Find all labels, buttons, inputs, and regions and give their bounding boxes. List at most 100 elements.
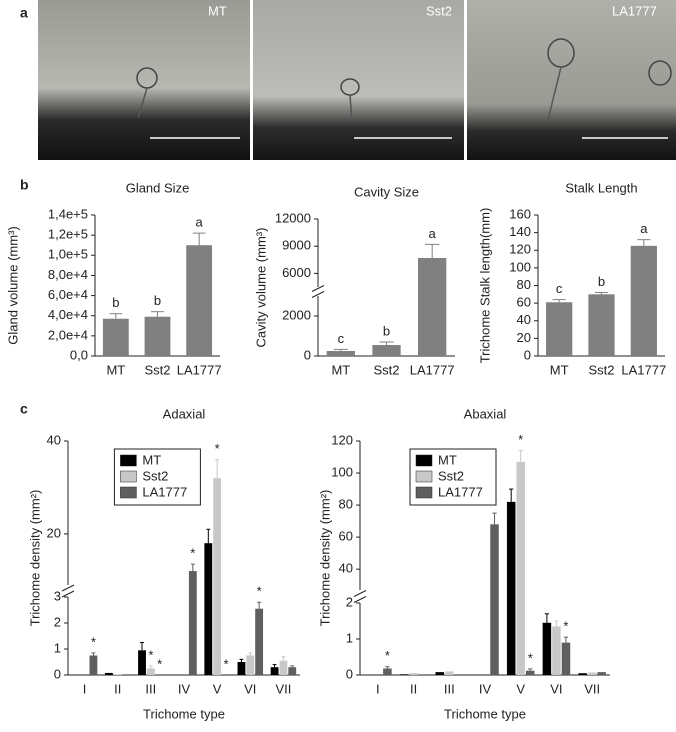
y-tick-label: 40 (47, 432, 61, 447)
y-tick-label: 12000 (275, 210, 311, 225)
y-tick-label: 40 (517, 312, 531, 327)
axis-break (311, 285, 325, 292)
axis-break (353, 590, 367, 597)
bar (561, 642, 571, 675)
y-tick-label: 2 (54, 614, 61, 629)
photo-label: MT (208, 3, 227, 18)
x-tick-label: MT (550, 362, 569, 377)
y-tick-label: 6,0e+4 (48, 287, 88, 302)
y-axis-label: Cavity volume (mm³) (253, 228, 268, 348)
y-tick-label: 60 (339, 529, 353, 544)
y-axis-label: Trichome density (mm²) (317, 490, 332, 627)
y-tick-label: 0 (304, 347, 311, 362)
y-tick-label: 100 (331, 464, 353, 479)
y-tick-label: 8,0e+4 (48, 267, 88, 282)
bar (435, 672, 445, 675)
bar-annotation: c (338, 331, 345, 346)
y-tick-label: 100 (509, 259, 531, 274)
bar (255, 608, 264, 675)
bar (588, 294, 615, 356)
bar (279, 660, 288, 675)
x-tick-label: IV (479, 681, 492, 696)
x-tick-label: III (444, 681, 455, 696)
bar (506, 501, 516, 675)
legend-label: MT (438, 452, 457, 467)
bar-annotation: * (563, 619, 568, 634)
bar (525, 670, 535, 675)
x-tick-label: MT (106, 362, 125, 377)
x-tick-label: LA1777 (621, 362, 666, 377)
bar (552, 626, 561, 675)
bar (146, 668, 155, 675)
chart-title: Cavity Size (354, 184, 419, 199)
legend-label: LA1777 (438, 484, 483, 499)
y-tick-label: 0 (524, 347, 531, 362)
bar (213, 478, 222, 675)
bar (372, 345, 401, 356)
axis-break (353, 596, 367, 603)
axis-break (61, 584, 75, 592)
axis-break (61, 590, 75, 598)
legend-swatch (120, 470, 137, 483)
chart-title: Abaxial (464, 406, 507, 421)
chart-title: Adaxial (163, 406, 206, 421)
panel-label: c (20, 401, 28, 417)
bar-annotation: a (196, 215, 204, 230)
x-tick-label: III (145, 681, 156, 696)
y-tick-label: 6000 (282, 265, 311, 280)
x-tick-label: V (213, 681, 222, 696)
x-tick-label: LA1777 (177, 362, 222, 377)
photo: MT (38, 0, 250, 160)
legend-label: Sst2 (438, 468, 464, 483)
bar-annotation: * (257, 584, 262, 599)
axis-break (311, 291, 325, 298)
y-tick-label: 1,0e+5 (48, 247, 88, 262)
x-tick-label: I (83, 681, 87, 696)
bar (578, 673, 587, 675)
bar-annotation: * (528, 650, 533, 665)
x-tick-label: Sst2 (144, 362, 170, 377)
bar-annotation: b (154, 293, 161, 308)
photo-label: LA1777 (612, 3, 657, 18)
bar (409, 673, 418, 675)
bar (246, 655, 255, 675)
photo: Sst2 (253, 0, 464, 160)
bar-annotation: b (112, 295, 119, 310)
legend-swatch (415, 454, 433, 467)
y-tick-label: 60 (517, 295, 531, 310)
bar-annotation: * (190, 546, 195, 561)
bar (102, 318, 129, 356)
bar (630, 245, 657, 356)
y-tick-label: 120 (509, 242, 531, 257)
bar (188, 571, 197, 675)
legend-label: LA1777 (142, 484, 187, 499)
chart-title: Stalk Length (565, 180, 637, 195)
x-tick-label: MT (331, 362, 350, 377)
bar (270, 667, 279, 675)
legend-swatch (120, 486, 137, 499)
bar (144, 316, 171, 356)
bar (516, 461, 525, 675)
legend-swatch (120, 454, 137, 467)
x-tick-label: VI (550, 681, 562, 696)
bar-annotation: * (518, 432, 523, 447)
x-tick-label: V (516, 681, 525, 696)
y-axis-label: Trichome density (mm²) (27, 490, 42, 627)
bar-annotation: * (385, 648, 390, 663)
y-tick-label: 0 (346, 666, 353, 681)
legend-label: MT (142, 452, 161, 467)
bar-annotation: a (429, 226, 437, 241)
y-tick-label: 4,0e+4 (48, 307, 88, 322)
bar-annotation: * (157, 656, 162, 671)
bar-annotation: * (215, 441, 220, 456)
x-tick-label: Sst2 (588, 362, 614, 377)
y-tick-label: 20 (47, 525, 61, 540)
y-tick-label: 120 (331, 432, 353, 447)
y-tick-label: 1,4e+5 (48, 206, 88, 221)
bar (418, 257, 447, 356)
y-tick-label: 1 (346, 630, 353, 645)
x-tick-label: I (376, 681, 380, 696)
x-tick-label: VI (244, 681, 256, 696)
bar-annotation: * (223, 656, 228, 671)
